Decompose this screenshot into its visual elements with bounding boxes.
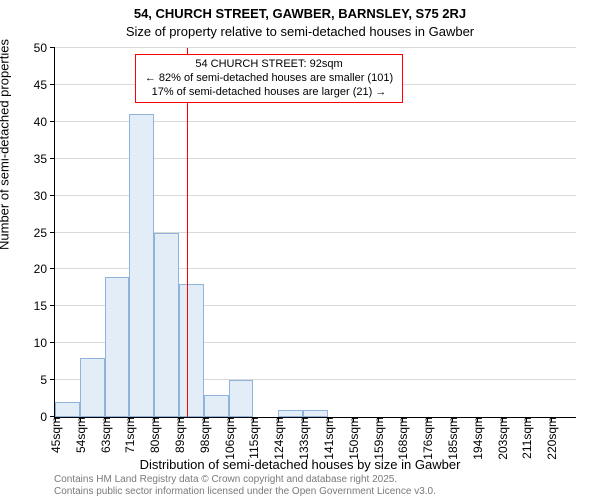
chart-container: 54, CHURCH STREET, GAWBER, BARNSLEY, S75… xyxy=(0,0,600,500)
histogram-bar xyxy=(278,410,303,417)
xtick-label: 45sqm xyxy=(47,417,63,453)
histogram-bar xyxy=(105,277,130,417)
ytick-label: 45 xyxy=(34,78,55,92)
histogram-bar xyxy=(80,358,105,417)
xtick-label: 133sqm xyxy=(295,417,311,460)
histogram-bar xyxy=(179,284,204,417)
y-axis-label: Number of semi-detached properties xyxy=(0,39,12,250)
xtick-label: 106sqm xyxy=(221,417,237,460)
xtick-label: 141sqm xyxy=(320,417,336,460)
xtick-label: 63sqm xyxy=(97,417,113,453)
x-axis-label: Distribution of semi-detached houses by … xyxy=(0,457,600,472)
xtick-label: 194sqm xyxy=(469,417,485,460)
histogram-bar xyxy=(154,233,179,418)
xtick-label: 71sqm xyxy=(121,417,137,453)
chart-title: 54, CHURCH STREET, GAWBER, BARNSLEY, S75… xyxy=(0,6,600,21)
ytick-label: 20 xyxy=(34,262,55,276)
ytick-label: 10 xyxy=(34,336,55,350)
xtick-label: 185sqm xyxy=(444,417,460,460)
ytick-label: 40 xyxy=(34,115,55,129)
histogram-bar xyxy=(229,380,254,417)
xtick-label: 98sqm xyxy=(196,417,212,453)
annotation-box: 54 CHURCH STREET: 92sqm ← 82% of semi-de… xyxy=(135,54,403,103)
ytick-label: 5 xyxy=(40,373,55,387)
xtick-label: 168sqm xyxy=(394,417,410,460)
ytick-label: 50 xyxy=(34,41,55,55)
chart-subtitle: Size of property relative to semi-detach… xyxy=(0,24,600,39)
xtick-label: 220sqm xyxy=(543,417,559,460)
ytick-label: 15 xyxy=(34,299,55,313)
xtick-label: 54sqm xyxy=(72,417,88,453)
xtick-label: 159sqm xyxy=(370,417,386,460)
footer: Contains HM Land Registry data © Crown c… xyxy=(54,474,436,498)
plot-area: 0510152025303540455045sqm54sqm63sqm71sqm… xyxy=(54,48,576,418)
xtick-label: 124sqm xyxy=(270,417,286,460)
xtick-label: 115sqm xyxy=(245,417,261,459)
ytick-label: 30 xyxy=(34,189,55,203)
footer-line1: Contains HM Land Registry data © Crown c… xyxy=(54,474,436,486)
xtick-label: 211sqm xyxy=(518,417,534,459)
annotation-line1: 54 CHURCH STREET: 92sqm xyxy=(142,58,396,72)
xtick-label: 176sqm xyxy=(419,417,435,460)
histogram-bar xyxy=(303,410,328,417)
gridline xyxy=(55,47,576,48)
xtick-label: 80sqm xyxy=(146,417,162,453)
ytick-label: 35 xyxy=(34,152,55,166)
annotation-line3: 17% of semi-detached houses are larger (… xyxy=(142,86,396,100)
xtick-label: 203sqm xyxy=(494,417,510,460)
xtick-label: 89sqm xyxy=(171,417,187,453)
marker-line xyxy=(187,48,188,417)
ytick-label: 25 xyxy=(34,226,55,240)
histogram-bar xyxy=(55,402,80,417)
footer-line2: Contains public sector information licen… xyxy=(54,486,436,498)
histogram-bar xyxy=(129,114,154,417)
histogram-bar xyxy=(204,395,229,417)
annotation-line2: ← 82% of semi-detached houses are smalle… xyxy=(142,72,396,86)
xtick-label: 150sqm xyxy=(345,417,361,460)
